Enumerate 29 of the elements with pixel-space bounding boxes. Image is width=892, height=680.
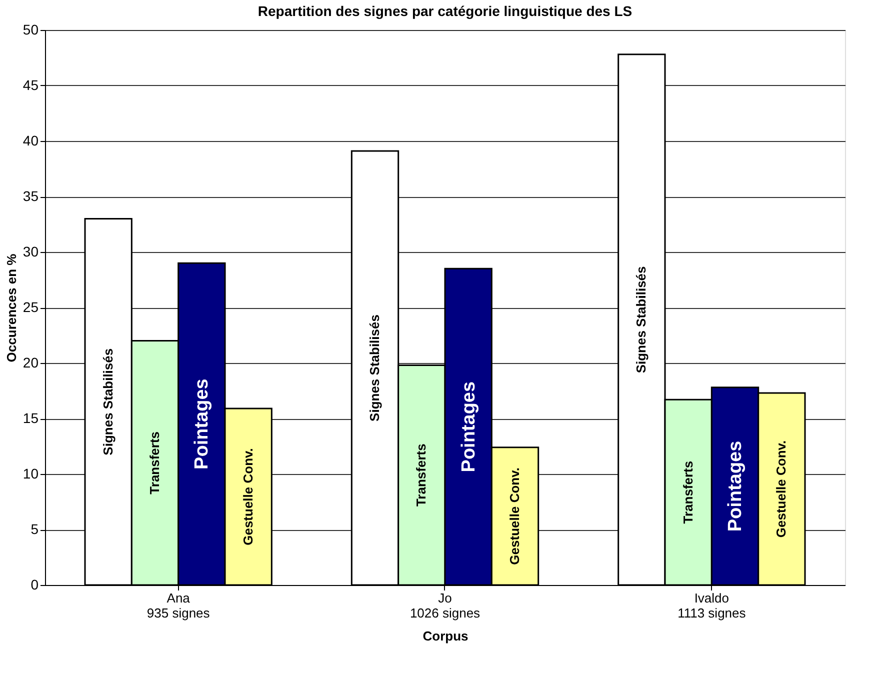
y-tick-label: 5 bbox=[30, 521, 39, 537]
y-tick-label: 30 bbox=[22, 244, 39, 260]
text: Gestuelle Conv. bbox=[240, 448, 256, 546]
y-tick-label: 25 bbox=[22, 299, 39, 315]
text: Gestuelle Conv. bbox=[507, 468, 522, 565]
y-tick-label: 50 bbox=[22, 22, 39, 38]
x-tick-label: Ivaldo 1113 signes bbox=[678, 590, 746, 620]
series-label: Signes Stabilisés bbox=[634, 266, 649, 374]
chart-title: Repartition des signes par catégorie linguistique des LS bbox=[258, 3, 632, 19]
y-tick-label: 15 bbox=[22, 410, 39, 426]
y-tick-label: 10 bbox=[22, 466, 39, 482]
text: Signes Stabilisés bbox=[367, 314, 382, 422]
text: Transferts bbox=[147, 431, 162, 494]
y-tick-label: 45 bbox=[22, 77, 39, 93]
text: Transferts bbox=[680, 460, 696, 524]
text: Pointages bbox=[725, 440, 746, 532]
y-tick-label: 0 bbox=[30, 576, 39, 592]
series-label: Transferts bbox=[414, 444, 429, 507]
y-tick-label: 35 bbox=[22, 188, 39, 204]
x-tick-label: Jo 1026 signes bbox=[410, 590, 481, 620]
text: Pointages bbox=[192, 378, 213, 470]
x-tick-label: Ana 935 signes bbox=[146, 590, 210, 620]
text: Signes Stabilisés bbox=[100, 348, 116, 456]
y-tick-label: 40 bbox=[22, 132, 39, 148]
y-axis-title: Occurences en % bbox=[4, 253, 19, 362]
y-tick-label: 20 bbox=[22, 354, 39, 370]
series-label: Gestuelle Conv. bbox=[774, 440, 789, 538]
x-axis-title: Corpus bbox=[422, 628, 468, 644]
series-label: Pointages bbox=[458, 381, 480, 472]
